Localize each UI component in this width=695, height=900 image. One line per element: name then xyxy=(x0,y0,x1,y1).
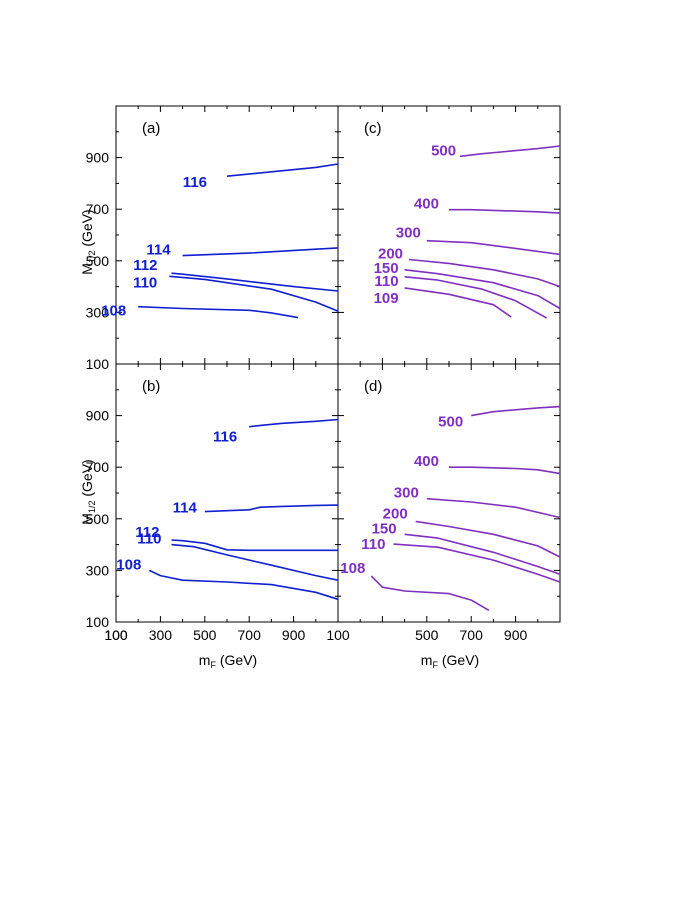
contour-label-200: 200 xyxy=(378,246,403,263)
contour-line-112 xyxy=(171,272,339,292)
y-axis-label-top: M1/2 (GeV) xyxy=(79,209,97,274)
contour-line-108 xyxy=(370,575,490,612)
contour-line-150 xyxy=(404,269,561,310)
contour-label-114: 114 xyxy=(146,242,171,259)
panel-label: (d) xyxy=(364,378,382,395)
contour-line-108 xyxy=(138,305,299,319)
contour-line-116 xyxy=(226,163,339,177)
y-tick-label: 900 xyxy=(86,408,110,424)
y-tick-label: 100 xyxy=(86,356,110,372)
y-axis-label-main: M xyxy=(79,513,95,525)
contour-label-112: 112 xyxy=(133,257,157,274)
contour-line-500 xyxy=(471,405,561,417)
y-axis-label-bottom: M1/2 (GeV) xyxy=(79,459,97,524)
x-axis-label-right: mF (GeV) xyxy=(421,652,479,670)
contour-line-110 xyxy=(404,276,548,319)
panel-label: (b) xyxy=(142,378,160,395)
frame-panel-d xyxy=(337,363,561,623)
contour-line-112 xyxy=(171,539,338,552)
x-tick-label: 700 xyxy=(460,627,484,643)
y-axis-label-sub: 1/2 xyxy=(87,501,97,514)
contour-label-300: 300 xyxy=(394,485,419,502)
contour-label-110: 110 xyxy=(361,536,385,553)
contour-label-110: 110 xyxy=(374,273,398,290)
x-tick-label: 100 xyxy=(104,627,128,643)
contour-label-110: 110 xyxy=(133,274,157,291)
contour-label-400: 400 xyxy=(414,453,439,470)
contour-label-112: 112 xyxy=(135,524,159,541)
contour-line-110 xyxy=(169,275,339,312)
y-tick-label: 500 xyxy=(86,511,110,527)
x-tick-label: 900 xyxy=(282,627,306,643)
x-tick-label: 300 xyxy=(149,627,173,643)
panel-label: (c) xyxy=(364,120,382,137)
contour-label-300: 300 xyxy=(396,225,421,242)
contour-line-109 xyxy=(404,287,512,318)
contour-line-110 xyxy=(393,543,561,583)
frame-panel-b xyxy=(115,363,339,623)
y-tick-label: 300 xyxy=(86,562,110,578)
contour-label-116: 116 xyxy=(183,174,207,191)
contour-line-110 xyxy=(171,543,339,581)
contour-line-114 xyxy=(182,247,339,257)
contour-line-400 xyxy=(449,208,561,214)
contour-line-116 xyxy=(249,418,339,428)
contour-label-108: 108 xyxy=(101,303,126,320)
contour-line-108 xyxy=(148,569,339,601)
x-axis-label-unit: (GeV) xyxy=(216,652,257,668)
contour-line-500 xyxy=(460,145,561,158)
x-tick-label: 700 xyxy=(238,627,262,643)
y-axis-label-main: M xyxy=(79,263,95,275)
y-tick-label: 500 xyxy=(86,253,110,269)
contour-label-109: 109 xyxy=(374,290,399,307)
frame-panel-a xyxy=(115,105,339,365)
contour-label-150: 150 xyxy=(372,520,397,537)
y-tick-label: 700 xyxy=(86,459,110,475)
contour-line-200 xyxy=(415,520,561,558)
y-tick-label: 300 xyxy=(86,304,110,320)
y-axis-label-unit: (GeV) xyxy=(79,459,95,500)
contour-label-500: 500 xyxy=(431,142,456,159)
contour-label-110: 110 xyxy=(137,531,161,548)
contour-line-300 xyxy=(426,497,561,519)
contour-line-300 xyxy=(426,239,561,256)
x-axis-label-main: m xyxy=(199,652,211,668)
x-tick-label: 500 xyxy=(193,627,217,643)
contour-label-108: 108 xyxy=(340,560,365,577)
x-tick-label: 100 xyxy=(104,627,128,643)
x-axis-label-main: m xyxy=(421,652,433,668)
y-axis-label-sub: 1/2 xyxy=(87,251,97,264)
contour-line-150 xyxy=(404,533,561,576)
contour-label-108: 108 xyxy=(116,556,141,573)
x-axis-label-sub: F xyxy=(432,660,438,670)
text-labels: (a)100300500700900116114112110108(c)5004… xyxy=(86,120,528,643)
y-tick-label: 100 xyxy=(86,614,110,630)
y-tick-label: 900 xyxy=(86,150,110,166)
contour-label-114: 114 xyxy=(173,500,198,517)
contour-label-400: 400 xyxy=(414,196,439,213)
contour-label-150: 150 xyxy=(374,260,399,277)
contour-line-114 xyxy=(204,504,339,513)
x-tick-label: 100 xyxy=(326,627,350,643)
contour-lines xyxy=(138,145,561,612)
contour-label-500: 500 xyxy=(438,414,463,431)
tick-marks xyxy=(115,105,561,623)
panel-label: (a) xyxy=(142,120,160,137)
contour-label-200: 200 xyxy=(383,505,408,522)
x-tick-label: 900 xyxy=(504,627,528,643)
y-tick-label: 700 xyxy=(86,201,110,217)
x-axis-label-left: mF (GeV) xyxy=(199,652,257,670)
y-axis-label-unit: (GeV) xyxy=(79,209,95,250)
x-axis-label-sub: F xyxy=(210,660,216,670)
x-tick-label: 500 xyxy=(415,627,439,643)
contour-label-116: 116 xyxy=(213,429,237,446)
contour-line-400 xyxy=(449,466,561,475)
x-axis-label-unit: (GeV) xyxy=(438,652,479,668)
contour-line-200 xyxy=(408,258,561,288)
